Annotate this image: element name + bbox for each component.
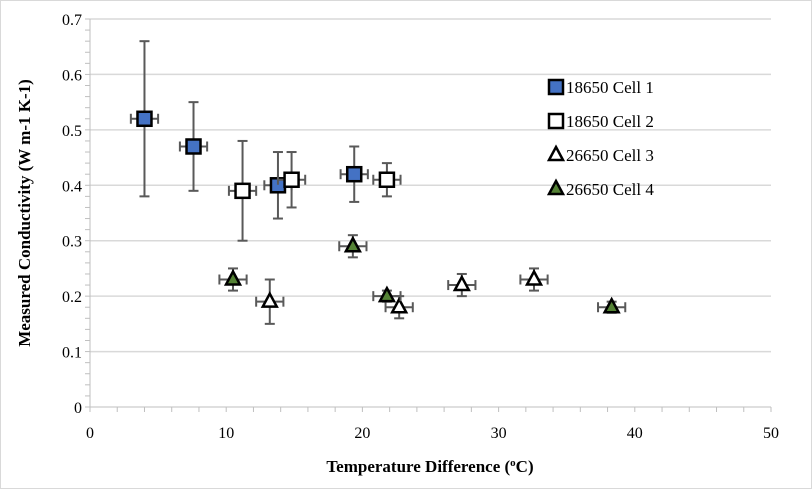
x-tick-label: 50 [763, 425, 779, 442]
x-tick-label: 20 [354, 425, 370, 442]
y-tick-label: 0.2 [62, 289, 82, 306]
data-point [390, 296, 409, 314]
legend-label: 18650 Cell 2 [566, 112, 654, 131]
legend-marker [547, 78, 565, 96]
x-tick-label: 10 [218, 425, 234, 442]
data-point [377, 285, 397, 303]
legend-marker [547, 112, 565, 130]
y-tick-label: 0.4 [62, 178, 82, 195]
data-point [234, 182, 251, 200]
data-point [343, 235, 362, 253]
data-point [260, 291, 279, 308]
y-tick-label: 0.7 [62, 12, 82, 29]
y-tick-label: 0.6 [62, 67, 82, 84]
legend: 18650 Cell 1 18650 Cell 2 26650 Cell 3 2665… [546, 78, 654, 199]
x-tick-label: 30 [491, 425, 507, 442]
data-point [185, 138, 202, 155]
y-axis-title: Measured Conductivity (W m-1 K-1) [15, 79, 34, 347]
data-point [452, 274, 471, 292]
data-point [136, 110, 153, 128]
y-tick-label: 0.3 [62, 234, 82, 251]
data-point [378, 171, 396, 188]
data-point [345, 165, 363, 183]
legend-label: 26650 Cell 3 [566, 146, 654, 165]
x-tick-label: 40 [627, 425, 643, 442]
y-tick-label: 0.5 [62, 123, 82, 140]
legend-marker [546, 178, 566, 196]
x-tick-label: 0 [86, 425, 94, 442]
y-tick-label: 0 [74, 400, 82, 417]
legend-label: 18650 Cell 1 [566, 78, 654, 97]
data-point [602, 296, 621, 314]
x-axis-title: Temperature Difference (oC) [326, 457, 533, 476]
data-point [524, 268, 544, 286]
y-tick-label: 0.1 [62, 345, 82, 362]
data-point [223, 268, 243, 286]
data-point [283, 171, 300, 188]
legend-marker [546, 144, 566, 162]
legend-label: 26650 Cell 4 [566, 180, 654, 199]
